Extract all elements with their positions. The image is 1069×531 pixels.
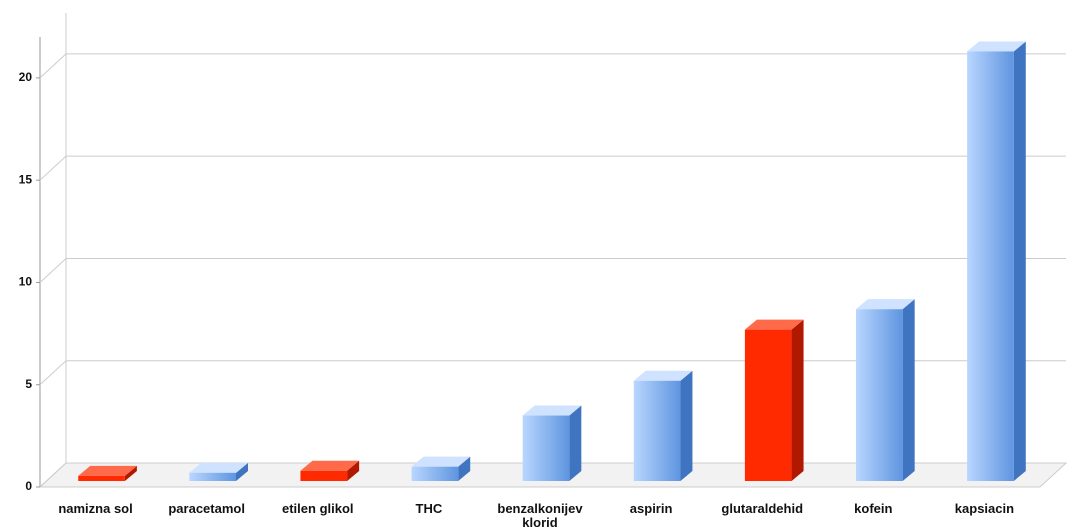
bar <box>856 309 903 481</box>
x-tick-label: THC <box>415 501 443 516</box>
bar <box>744 329 792 481</box>
x-tick-label: glutaraldehid <box>721 501 804 516</box>
grid-line <box>39 155 1066 181</box>
bar <box>411 466 459 481</box>
bar-top <box>967 41 1026 52</box>
bar-side <box>569 405 582 481</box>
bar-side <box>236 462 248 481</box>
grid-line <box>39 462 1066 488</box>
bar <box>633 380 681 481</box>
y-tick-label: 10 <box>19 275 33 289</box>
bar-top <box>633 370 693 381</box>
bar-top <box>744 319 804 330</box>
bar <box>967 51 1014 482</box>
x-tick-label: paracetamol <box>168 501 245 516</box>
y-tick-label: 20 <box>19 70 33 84</box>
bar <box>522 415 570 481</box>
bar <box>78 475 125 481</box>
x-tick-label: kapsiacin <box>954 501 1015 516</box>
bar-top <box>189 462 248 473</box>
x-tick-label: benzalkonijev klorid <box>497 501 583 530</box>
x-tick-label: aspirin <box>629 501 673 516</box>
bar-top <box>522 405 582 416</box>
bar-side <box>124 465 137 481</box>
bar-side <box>1013 41 1026 482</box>
bar-top <box>411 456 471 467</box>
bar-side <box>347 460 360 481</box>
bar <box>300 470 348 481</box>
x-tick-label: etilen glikol <box>282 501 354 516</box>
bar-top <box>300 460 360 471</box>
grid-line <box>39 360 1066 386</box>
y-tick-label: 15 <box>19 172 33 186</box>
x-tick-label: namizna sol <box>58 501 133 516</box>
bar-side <box>902 299 915 481</box>
y-tick-label: 0 <box>25 479 32 493</box>
bar-top <box>78 465 137 476</box>
bar-side <box>458 456 471 481</box>
grid-line <box>39 257 1066 283</box>
grid-line <box>39 53 1066 79</box>
bar-top <box>856 299 915 310</box>
bar <box>189 472 236 481</box>
bar-side <box>791 319 804 481</box>
x-tick-label: kofein <box>854 501 893 516</box>
y-tick-label: 5 <box>25 377 32 391</box>
bar-side <box>680 370 693 481</box>
